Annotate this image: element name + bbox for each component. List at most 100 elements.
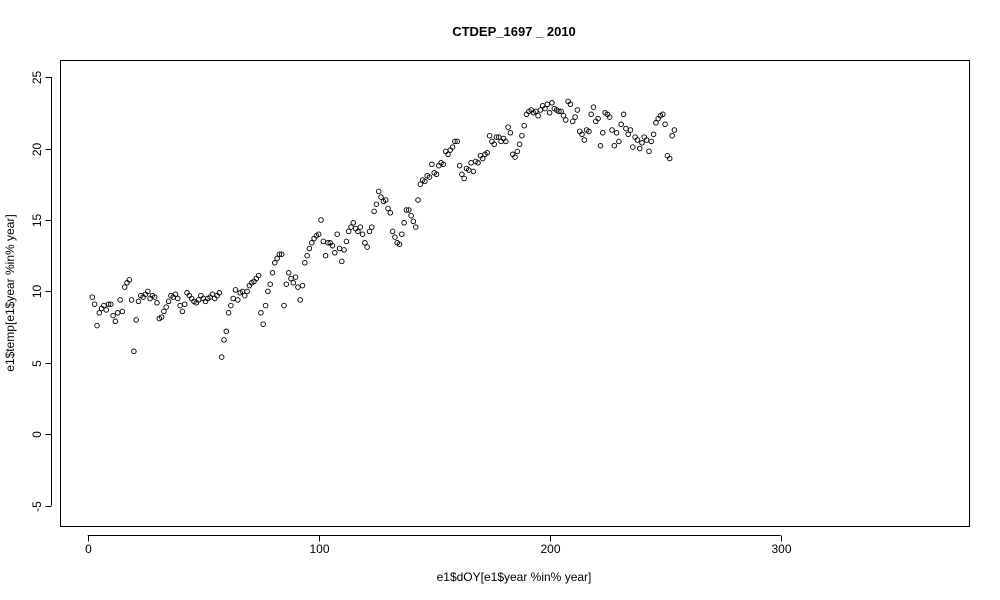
data-point [232,287,239,293]
data-point [371,208,377,215]
data-point [579,131,585,138]
data-point [258,310,264,316]
data-point [507,130,514,136]
data-point [484,150,491,156]
data-point [671,127,678,133]
data-point [290,280,297,286]
data-point [410,218,417,225]
data-point [304,252,310,259]
data-point [544,101,551,108]
data-point [392,234,398,240]
data-point [299,282,306,289]
data-point [634,137,641,143]
data-point [318,217,324,223]
data-point [96,310,103,316]
data-point [399,231,405,237]
data-point [429,161,435,168]
data-point [516,141,523,148]
x-tick-label: 0 [85,542,92,556]
data-point [230,295,236,302]
data-point [597,142,604,149]
data-point [126,277,133,283]
data-point [278,251,285,257]
data-point [412,224,419,230]
data-point [595,115,601,122]
data-point [297,297,303,303]
data-point [396,241,403,247]
data-point [415,197,421,203]
data-point [357,224,364,230]
data-point [334,231,340,237]
x-tick-label: 200 [540,542,560,556]
data-point [470,168,477,175]
data-point [606,114,613,120]
data-point [600,130,606,136]
data-point [514,148,521,155]
data-point [91,301,98,307]
data-point [163,304,169,310]
data-point [648,138,655,145]
data-point [417,181,424,187]
data-point [175,295,181,302]
data-point [486,132,493,139]
data-point [669,132,675,139]
data-point [382,197,389,203]
data-point [355,228,361,235]
data-point [322,252,329,259]
data-point [461,175,467,182]
data-point [611,142,618,149]
data-point [269,270,276,276]
data-point [364,244,370,250]
data-point [295,284,301,290]
data-point [403,207,410,213]
data-point [244,288,250,295]
data-point [315,231,322,237]
data-point [350,220,357,226]
data-point [519,132,525,139]
data-point [135,298,142,305]
data-point [172,291,179,297]
data-point [348,224,354,230]
data-point [454,138,461,145]
data-point [276,251,283,257]
data-point [235,297,241,303]
data-point [274,255,280,262]
data-point [369,224,375,230]
data-point [302,260,308,266]
data-point [445,151,451,158]
data-point [662,121,668,128]
data-point [385,205,391,212]
data-point [408,212,414,219]
x-tick-label: 100 [309,542,329,556]
data-point [281,302,287,309]
data-point [121,284,128,290]
data-point [546,110,553,116]
data-point [179,308,186,315]
data-point [660,111,666,118]
data-point [161,308,167,315]
data-point [336,245,343,252]
data-point [151,294,158,300]
data-point [272,260,278,266]
data-point [521,122,527,129]
data-point [325,240,331,246]
data-point [288,275,294,282]
data-point [537,107,544,113]
data-point [590,104,597,110]
data-point [158,314,165,320]
y-tick-label: 15 [30,214,44,228]
data-point [433,171,440,178]
data-point [181,301,188,307]
data-point [165,298,172,305]
data-point [569,118,576,125]
data-point [366,228,373,235]
data-point [255,272,262,279]
data-point [440,161,447,168]
data-point [574,107,581,113]
x-tick-label: 300 [771,542,791,556]
data-point [145,288,151,295]
data-point [362,240,368,246]
data-point [542,105,548,112]
data-point [339,258,345,265]
